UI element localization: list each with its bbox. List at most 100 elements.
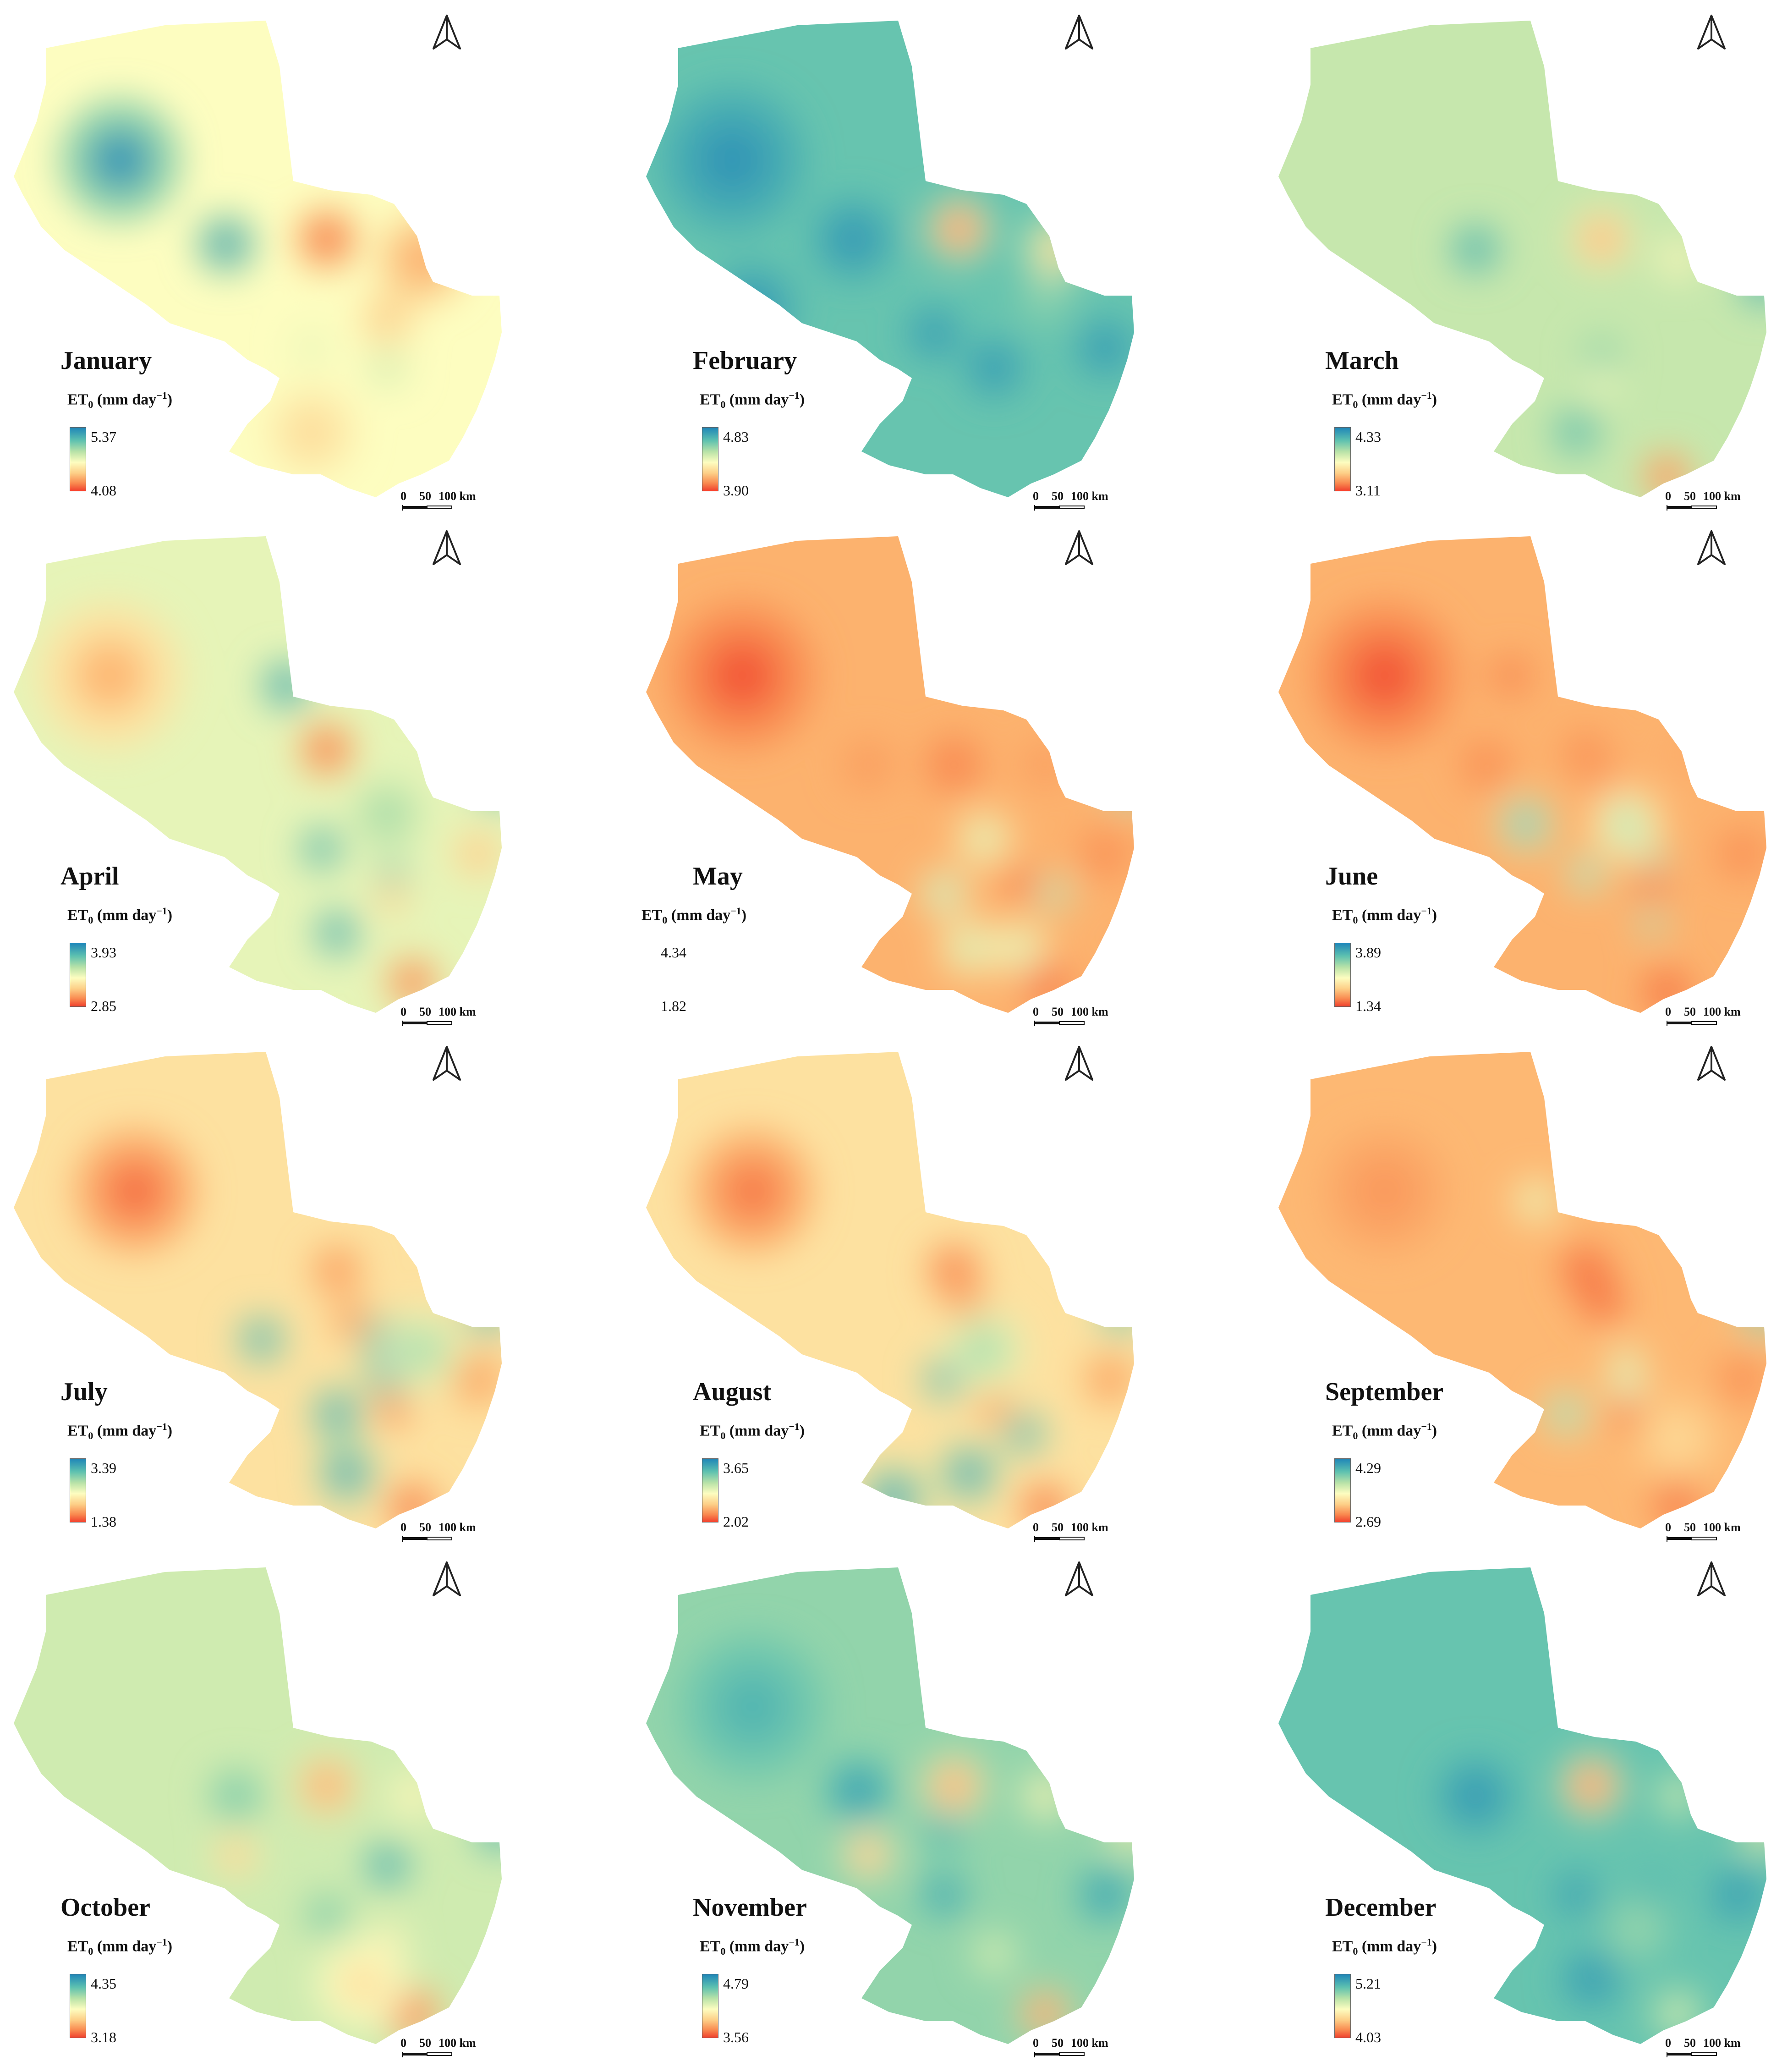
map-panel-july: July ET0 (mm day−1) 3.39 1.38 0 50 100 km	[0, 1031, 632, 1547]
scale-bar-labels: 0 50 100 km	[1665, 1005, 1741, 1018]
legend-title: ET0 (mm day−1)	[700, 1936, 805, 1957]
et0-hotspot	[1097, 1365, 1124, 1393]
et0-surface-map	[14, 1052, 502, 1528]
scale-bar-labels: 0 50 100 km	[1033, 489, 1108, 503]
et0-surface-map	[14, 536, 502, 1013]
legend-max-value: 3.93	[91, 944, 116, 961]
et0-hotspot	[920, 319, 948, 347]
et0-hotspot	[1119, 773, 1134, 796]
et0-hotspot	[1109, 1304, 1131, 1326]
legend-title: ET0 (mm day−1)	[67, 1421, 173, 1442]
et0-hotspot	[400, 1495, 425, 1521]
map-panel-january: January ET0 (mm day−1) 5.37 4.08 0 50 100 km	[0, 0, 632, 516]
et0-hotspot	[1555, 1403, 1577, 1425]
legend-max-value: 5.21	[1355, 1975, 1381, 1992]
scale-bar	[1667, 1021, 1717, 1026]
legend-min-value: 1.38	[91, 1513, 116, 1530]
et0-hotspot	[1752, 1304, 1766, 1326]
et0-hotspot	[842, 1774, 875, 1808]
scale-bar	[1034, 505, 1085, 511]
map-panel-august: August ET0 (mm day−1) 3.65 2.02 0 50 100 km	[632, 1031, 1265, 1547]
et0-hotspot	[1665, 2001, 1689, 2026]
map-panel-september: September ET0 (mm day−1) 4.29 2.69 0 50 100 km	[1265, 1031, 1782, 1547]
month-title: October	[60, 1893, 150, 1922]
legend-title: ET0 (mm day−1)	[1332, 1936, 1437, 1957]
legend-min-value: 1.82	[661, 998, 686, 1014]
scale-bar-labels: 0 50 100 km	[1033, 2036, 1108, 2050]
legend-min-value: 3.56	[723, 2029, 749, 2045]
et0-hotspot	[400, 1783, 425, 1808]
legend-min-value: 2.69	[1355, 1513, 1381, 1530]
north-arrow-icon	[433, 530, 461, 565]
et0-hotspot	[1512, 810, 1540, 838]
et0-hotspot	[1011, 875, 1028, 892]
scale-bar-labels: 0 50 100 km	[1033, 1005, 1108, 1018]
et0-hotspot-halo	[861, 1465, 927, 1528]
et0-hotspot	[1014, 1423, 1036, 1445]
et0-hotspot-halo	[1108, 762, 1134, 807]
et0-hotspot	[1644, 875, 1660, 892]
map-panel-february: February ET0 (mm day−1) 4.83 3.90 0 50 100 km	[632, 0, 1265, 516]
et0-hotspot	[1593, 374, 1610, 391]
north-arrow-icon	[433, 15, 461, 49]
et0-hotspot	[1032, 752, 1057, 777]
legend-color-ramp	[70, 1458, 86, 1522]
et0-hotspot	[290, 410, 334, 454]
et0-hotspot	[301, 337, 323, 359]
et0-hotspot	[105, 1161, 165, 1221]
legend-min-value: 2.85	[91, 998, 116, 1014]
scale-bar	[402, 1021, 452, 1026]
legend-max-value: 4.35	[91, 1975, 116, 1992]
legend-title: ET0 (mm day−1)	[67, 390, 173, 411]
et0-hotspot	[376, 1854, 398, 1876]
scale-bar	[1667, 2052, 1717, 2057]
north-arrow-icon	[1697, 1561, 1726, 1596]
legend-max-value: 3.39	[91, 1460, 116, 1476]
north-arrow-icon	[1065, 530, 1093, 565]
et0-hotspot	[954, 1458, 984, 1489]
et0-hotspot	[1525, 1190, 1547, 1212]
et0-hotspot	[1565, 1884, 1587, 1906]
map-panel-december: December ET0 (mm day−1) 5.21 4.03 0 50 100 km	[1265, 1547, 1782, 2062]
et0-hotspot	[403, 1330, 442, 1369]
map-panel-april: April ET0 (mm day−1) 3.93 2.85 0 50 100 km	[0, 516, 632, 1031]
legend-color-ramp	[702, 1458, 718, 1522]
et0-hotspot	[1729, 1365, 1756, 1393]
scale-bar-labels: 0 50 100 km	[1665, 489, 1741, 503]
legend-max-value: 5.37	[91, 429, 116, 445]
legend-title: ET0 (mm day−1)	[1332, 390, 1437, 411]
month-title: August	[693, 1378, 772, 1406]
et0-surface-map	[14, 21, 502, 497]
et0-hotspot	[316, 1903, 338, 1926]
et0-surface-map	[1278, 1567, 1766, 2044]
et0-hotspot	[955, 934, 983, 962]
et0-hotspot	[323, 1400, 351, 1428]
et0-surface-map	[646, 536, 1134, 1013]
legend-title: ET0 (mm day−1)	[642, 905, 747, 926]
et0-hotspot	[939, 749, 969, 780]
et0-hotspot	[1618, 1381, 1635, 1397]
et0-hotspot	[332, 1458, 362, 1489]
et0-hotspot	[979, 352, 1009, 383]
scale-bar-labels: 0 50 100 km	[1665, 2036, 1741, 2050]
et0-hotspot	[1655, 1417, 1699, 1461]
et0-hotspot-halo	[1108, 1808, 1134, 1852]
legend-title: ET0 (mm day−1)	[700, 390, 805, 411]
et0-surface-map	[14, 1567, 502, 2044]
et0-hotspot	[1032, 1783, 1057, 1808]
et0-hotspot	[855, 751, 882, 779]
legend-max-value: 4.33	[1355, 429, 1381, 445]
legend-min-value: 3.18	[91, 2029, 116, 2045]
et0-hotspot	[1119, 1819, 1134, 1841]
et0-hotspot	[340, 1962, 384, 2006]
north-arrow-icon	[1065, 1046, 1093, 1081]
north-arrow-icon	[1065, 1561, 1093, 1596]
et0-hotspot	[1590, 347, 1612, 369]
et0-hotspot	[1472, 751, 1499, 779]
et0-hotspot	[1610, 808, 1643, 841]
et0-hotspot	[1724, 1881, 1751, 1909]
scale-bar	[1034, 1021, 1085, 1026]
scale-bar	[402, 2052, 452, 2057]
et0-hotspot	[1645, 916, 1659, 930]
et0-hotspot	[944, 214, 974, 245]
